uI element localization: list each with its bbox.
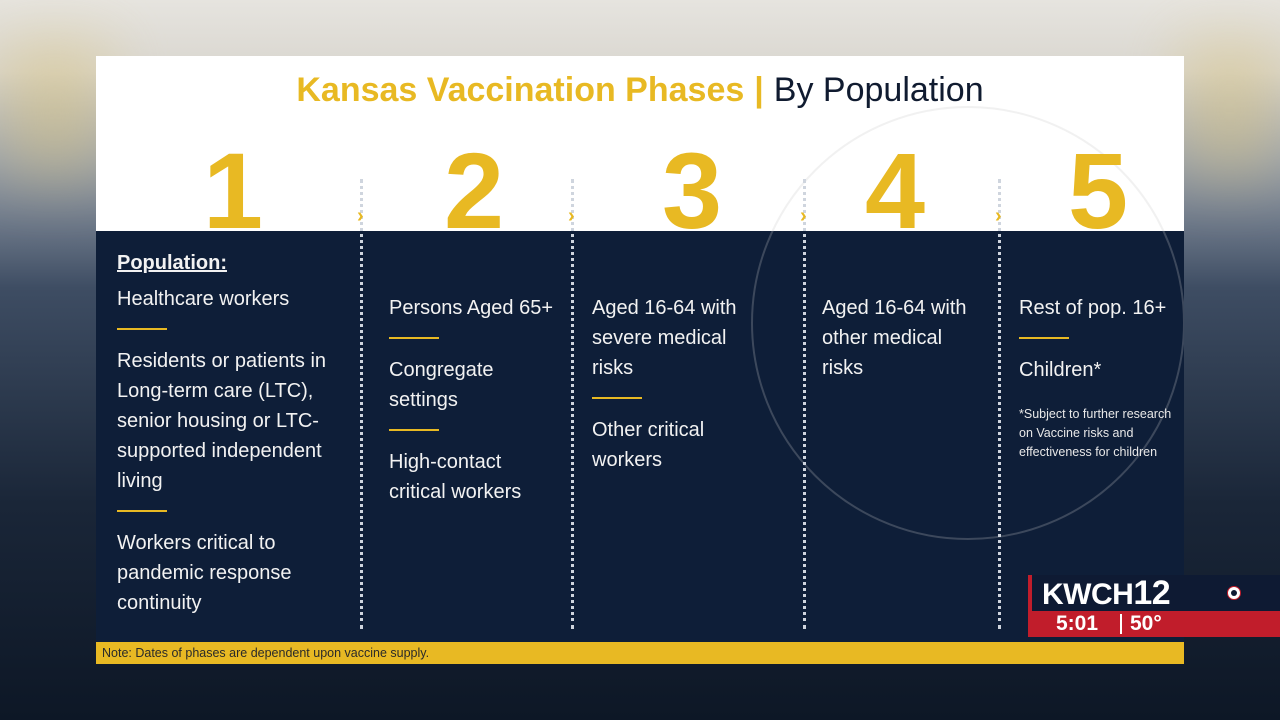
time-temp-divider [1120,614,1122,634]
phase-4-column: Aged 16-64 with other medical risks [822,293,972,383]
station-number: 12 [1133,574,1171,612]
chevron-right-icon: › [568,205,575,227]
phase-4-number: 4 [864,130,926,251]
item-divider [389,337,439,339]
phase-divider [360,179,363,629]
chevron-right-icon: › [800,205,807,227]
phase-divider [803,179,806,629]
station-logo: KWCH12 [1028,575,1280,611]
phase-5-item: Children* [1019,359,1102,381]
phase-3-item: Aged 16-64 with severe medical risks [592,297,737,379]
chevron-right-icon: › [357,205,364,227]
phase-1-number: 1 [202,130,264,251]
title-part2: By Population [773,71,984,109]
phase-1-item: Healthcare workers [117,288,290,310]
children-footnote: *Subject to further research on Vaccine … [1019,407,1172,459]
phase-3-item: Other critical workers [592,419,705,471]
phase-5-item: Rest of pop. 16+ [1019,297,1167,319]
phase-3-column: Aged 16-64 with severe medical risks Oth… [592,293,772,475]
item-divider [592,397,642,399]
phase-2-column: Persons Aged 65+ Congregate settings Hig… [389,293,554,507]
item-divider [117,328,167,330]
item-divider [1019,337,1069,339]
phase-4-item: Aged 16-64 with other medical risks [822,297,967,379]
station-letters: KWCH [1042,578,1134,611]
slide-title: Kansas Vaccination Phases | By Population [96,68,1184,112]
time-temp-bar: 5:01 50° [1028,611,1280,637]
vaccination-slide: Kansas Vaccination Phases | By Population … [96,56,1184,664]
phase-divider [571,179,574,629]
title-separator: | [754,71,764,109]
phase-divider [998,179,1001,629]
background-blur-right [1180,40,1280,180]
chevron-right-icon: › [995,205,1002,227]
station-name: KWCH12 [1042,574,1171,612]
population-heading: Population: [117,252,227,274]
station-bug: KWCH12 5:01 50° [1028,575,1280,637]
title-part1: Kansas Vaccination Phases [296,71,745,109]
current-temperature: 50° [1130,612,1162,635]
item-divider [389,429,439,431]
phase-5-column: Rest of pop. 16+ Children* *Subject to f… [1019,293,1174,475]
phase-2-item: Congregate settings [389,359,494,411]
phase-2-number: 2 [443,130,505,251]
network-eye-icon [1227,586,1241,600]
phase-1-item: Workers critical to pandemic response co… [117,532,292,614]
state-seal-watermark [751,106,1184,540]
item-divider [117,510,167,512]
supply-note: Note: Dates of phases are dependent upon… [96,642,1184,664]
phase-1-column: Population: Healthcare workers Residents… [117,248,342,618]
phase-5-number: 5 [1067,130,1129,251]
phase-2-item: Persons Aged 65+ [389,297,554,319]
phase-2-item: High-contact critical workers [389,451,522,503]
phase-3-number: 3 [661,130,723,251]
phase-1-item: Residents or patients in Long-term care … [117,350,327,492]
background-blur-left [0,40,110,180]
current-time: 5:01 [1056,612,1099,635]
